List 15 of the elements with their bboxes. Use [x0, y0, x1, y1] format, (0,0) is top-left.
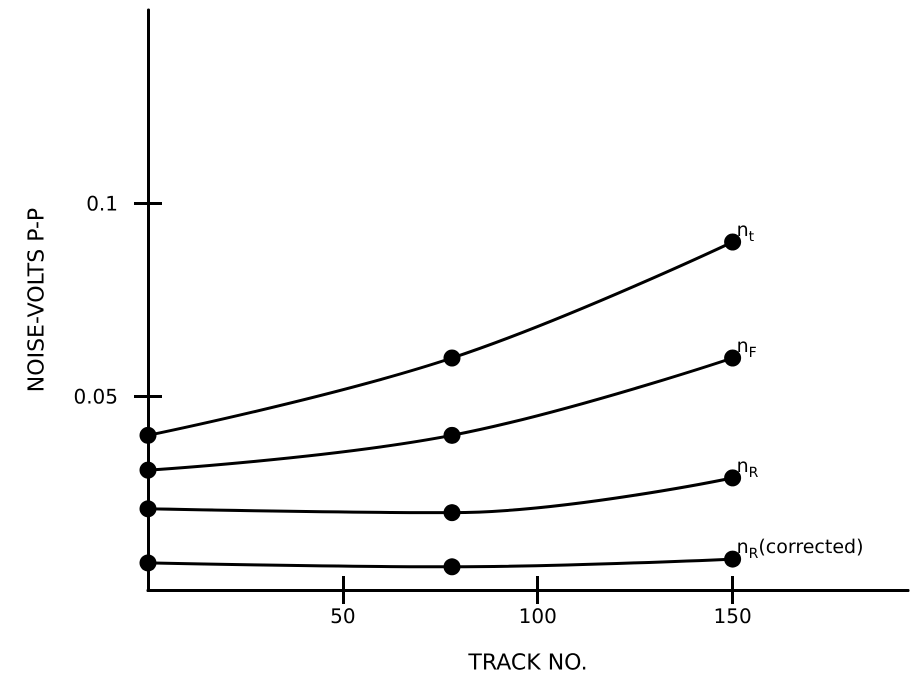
point [140, 500, 156, 518]
x-tick-label: 100 [518, 604, 557, 628]
y-axis-title: NOISE-VOLTS P-P [24, 208, 50, 392]
point [140, 554, 156, 572]
point [444, 350, 460, 366]
y-tick-label: 0.1 [86, 191, 118, 216]
point [140, 462, 156, 479]
y-tick-label: 0.05 [73, 384, 118, 409]
point [444, 558, 460, 576]
x-tick-label: 50 [330, 604, 356, 628]
x-tick-label: 150 [714, 604, 752, 628]
point [140, 426, 156, 444]
point [444, 426, 460, 444]
point [444, 504, 460, 522]
x-axis-title: TRACK NO. [467, 650, 588, 676]
